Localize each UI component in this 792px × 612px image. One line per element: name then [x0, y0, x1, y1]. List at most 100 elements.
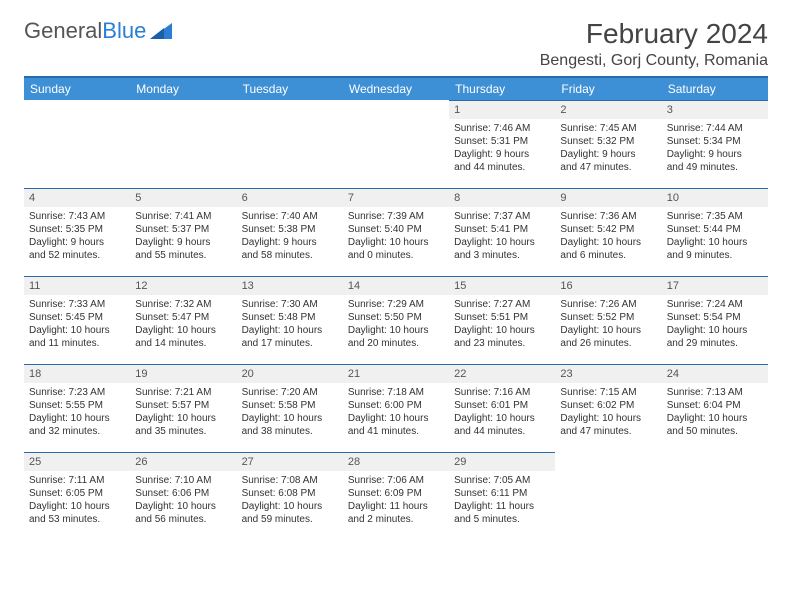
day-detail-line: Daylight: 10 hours — [29, 324, 125, 337]
day-detail-line: Daylight: 9 hours — [29, 236, 125, 249]
day-details: Sunrise: 7:24 AMSunset: 5:54 PMDaylight:… — [662, 295, 768, 355]
day-detail-line: Sunrise: 7:36 AM — [560, 210, 656, 223]
day-detail-line: and 11 minutes. — [29, 337, 125, 350]
calendar-cell: 20Sunrise: 7:20 AMSunset: 5:58 PMDayligh… — [237, 364, 343, 452]
calendar-cell: 8Sunrise: 7:37 AMSunset: 5:41 PMDaylight… — [449, 188, 555, 276]
day-detail-line: Sunrise: 7:24 AM — [667, 298, 763, 311]
calendar-cell: 24Sunrise: 7:13 AMSunset: 6:04 PMDayligh… — [662, 364, 768, 452]
calendar-cell: 6Sunrise: 7:40 AMSunset: 5:38 PMDaylight… — [237, 188, 343, 276]
day-detail-line: Daylight: 10 hours — [135, 412, 231, 425]
day-detail-line: Sunrise: 7:30 AM — [242, 298, 338, 311]
day-detail-line: Daylight: 10 hours — [667, 324, 763, 337]
day-number: 10 — [662, 188, 768, 207]
day-detail-line: and 50 minutes. — [667, 425, 763, 438]
day-detail-line: Sunrise: 7:32 AM — [135, 298, 231, 311]
day-detail-line: Sunset: 5:42 PM — [560, 223, 656, 236]
calendar-cell: 4Sunrise: 7:43 AMSunset: 5:35 PMDaylight… — [24, 188, 130, 276]
day-detail-line: Sunset: 5:51 PM — [454, 311, 550, 324]
day-detail-line: Sunrise: 7:11 AM — [29, 474, 125, 487]
calendar-body: 1Sunrise: 7:46 AMSunset: 5:31 PMDaylight… — [24, 100, 768, 540]
day-number: 9 — [555, 188, 661, 207]
day-details: Sunrise: 7:33 AMSunset: 5:45 PMDaylight:… — [24, 295, 130, 355]
day-detail-line: Sunrise: 7:35 AM — [667, 210, 763, 223]
calendar-cell: 1Sunrise: 7:46 AMSunset: 5:31 PMDaylight… — [449, 100, 555, 188]
day-detail-line: Sunset: 5:57 PM — [135, 399, 231, 412]
day-detail-line: Daylight: 10 hours — [242, 500, 338, 513]
day-number: 20 — [237, 364, 343, 383]
day-number: 8 — [449, 188, 555, 207]
day-details: Sunrise: 7:08 AMSunset: 6:08 PMDaylight:… — [237, 471, 343, 531]
calendar-cell: 17Sunrise: 7:24 AMSunset: 5:54 PMDayligh… — [662, 276, 768, 364]
day-details: Sunrise: 7:21 AMSunset: 5:57 PMDaylight:… — [130, 383, 236, 443]
day-number: 25 — [24, 452, 130, 471]
day-detail-line: Sunrise: 7:23 AM — [29, 386, 125, 399]
header: GeneralBlue February 2024 Bengesti, Gorj… — [24, 18, 768, 70]
day-number: 23 — [555, 364, 661, 383]
day-details: Sunrise: 7:16 AMSunset: 6:01 PMDaylight:… — [449, 383, 555, 443]
day-details: Sunrise: 7:11 AMSunset: 6:05 PMDaylight:… — [24, 471, 130, 531]
day-detail-line: Daylight: 10 hours — [560, 412, 656, 425]
day-detail-line: Sunset: 5:44 PM — [667, 223, 763, 236]
day-details: Sunrise: 7:45 AMSunset: 5:32 PMDaylight:… — [555, 119, 661, 179]
day-detail-line: Sunset: 5:32 PM — [560, 135, 656, 148]
day-detail-line: and 26 minutes. — [560, 337, 656, 350]
day-detail-line: Sunset: 6:09 PM — [348, 487, 444, 500]
logo: GeneralBlue — [24, 18, 172, 44]
day-number: 26 — [130, 452, 236, 471]
day-number: 22 — [449, 364, 555, 383]
location: Bengesti, Gorj County, Romania — [540, 52, 768, 70]
day-detail-line: and 52 minutes. — [29, 249, 125, 262]
day-details: Sunrise: 7:06 AMSunset: 6:09 PMDaylight:… — [343, 471, 449, 531]
weekday-label: Monday — [130, 78, 236, 100]
day-detail-line: Sunset: 5:58 PM — [242, 399, 338, 412]
day-detail-line: and 9 minutes. — [667, 249, 763, 262]
day-detail-line: and 55 minutes. — [135, 249, 231, 262]
day-details: Sunrise: 7:30 AMSunset: 5:48 PMDaylight:… — [237, 295, 343, 355]
calendar-cell: 27Sunrise: 7:08 AMSunset: 6:08 PMDayligh… — [237, 452, 343, 540]
day-details: Sunrise: 7:39 AMSunset: 5:40 PMDaylight:… — [343, 207, 449, 267]
day-detail-line: Sunset: 6:11 PM — [454, 487, 550, 500]
day-detail-line: Sunrise: 7:05 AM — [454, 474, 550, 487]
day-detail-line: Sunset: 5:45 PM — [29, 311, 125, 324]
day-detail-line: and 32 minutes. — [29, 425, 125, 438]
day-number: 29 — [449, 452, 555, 471]
month-title: February 2024 — [540, 18, 768, 50]
day-detail-line: Sunrise: 7:26 AM — [560, 298, 656, 311]
day-number: 3 — [662, 100, 768, 119]
day-detail-line: Sunrise: 7:06 AM — [348, 474, 444, 487]
day-details: Sunrise: 7:37 AMSunset: 5:41 PMDaylight:… — [449, 207, 555, 267]
day-detail-line: Daylight: 10 hours — [454, 236, 550, 249]
calendar-cell: 5Sunrise: 7:41 AMSunset: 5:37 PMDaylight… — [130, 188, 236, 276]
day-detail-line: Sunset: 5:52 PM — [560, 311, 656, 324]
day-number: 2 — [555, 100, 661, 119]
day-detail-line: Sunrise: 7:08 AM — [242, 474, 338, 487]
day-details: Sunrise: 7:18 AMSunset: 6:00 PMDaylight:… — [343, 383, 449, 443]
day-detail-line: and 2 minutes. — [348, 513, 444, 526]
calendar-cell: 22Sunrise: 7:16 AMSunset: 6:01 PMDayligh… — [449, 364, 555, 452]
weekday-label: Tuesday — [237, 78, 343, 100]
calendar-cell — [555, 452, 661, 540]
day-details: Sunrise: 7:15 AMSunset: 6:02 PMDaylight:… — [555, 383, 661, 443]
day-detail-line: Sunrise: 7:39 AM — [348, 210, 444, 223]
day-number: 28 — [343, 452, 449, 471]
calendar-cell: 15Sunrise: 7:27 AMSunset: 5:51 PMDayligh… — [449, 276, 555, 364]
day-detail-line: Sunset: 6:02 PM — [560, 399, 656, 412]
weekday-label: Sunday — [24, 78, 130, 100]
day-detail-line: Sunrise: 7:33 AM — [29, 298, 125, 311]
day-number: 5 — [130, 188, 236, 207]
day-detail-line: Sunset: 6:08 PM — [242, 487, 338, 500]
day-detail-line: Sunset: 5:41 PM — [454, 223, 550, 236]
calendar-cell: 21Sunrise: 7:18 AMSunset: 6:00 PMDayligh… — [343, 364, 449, 452]
day-detail-line: Daylight: 10 hours — [348, 412, 444, 425]
logo-triangle-icon — [150, 23, 172, 39]
calendar-cell — [662, 452, 768, 540]
day-detail-line: Sunrise: 7:21 AM — [135, 386, 231, 399]
day-number: 4 — [24, 188, 130, 207]
calendar-cell: 29Sunrise: 7:05 AMSunset: 6:11 PMDayligh… — [449, 452, 555, 540]
day-detail-line: and 44 minutes. — [454, 425, 550, 438]
day-detail-line: Sunset: 5:50 PM — [348, 311, 444, 324]
day-detail-line: Sunrise: 7:37 AM — [454, 210, 550, 223]
calendar-cell: 2Sunrise: 7:45 AMSunset: 5:32 PMDaylight… — [555, 100, 661, 188]
day-detail-line: and 29 minutes. — [667, 337, 763, 350]
day-detail-line: and 56 minutes. — [135, 513, 231, 526]
